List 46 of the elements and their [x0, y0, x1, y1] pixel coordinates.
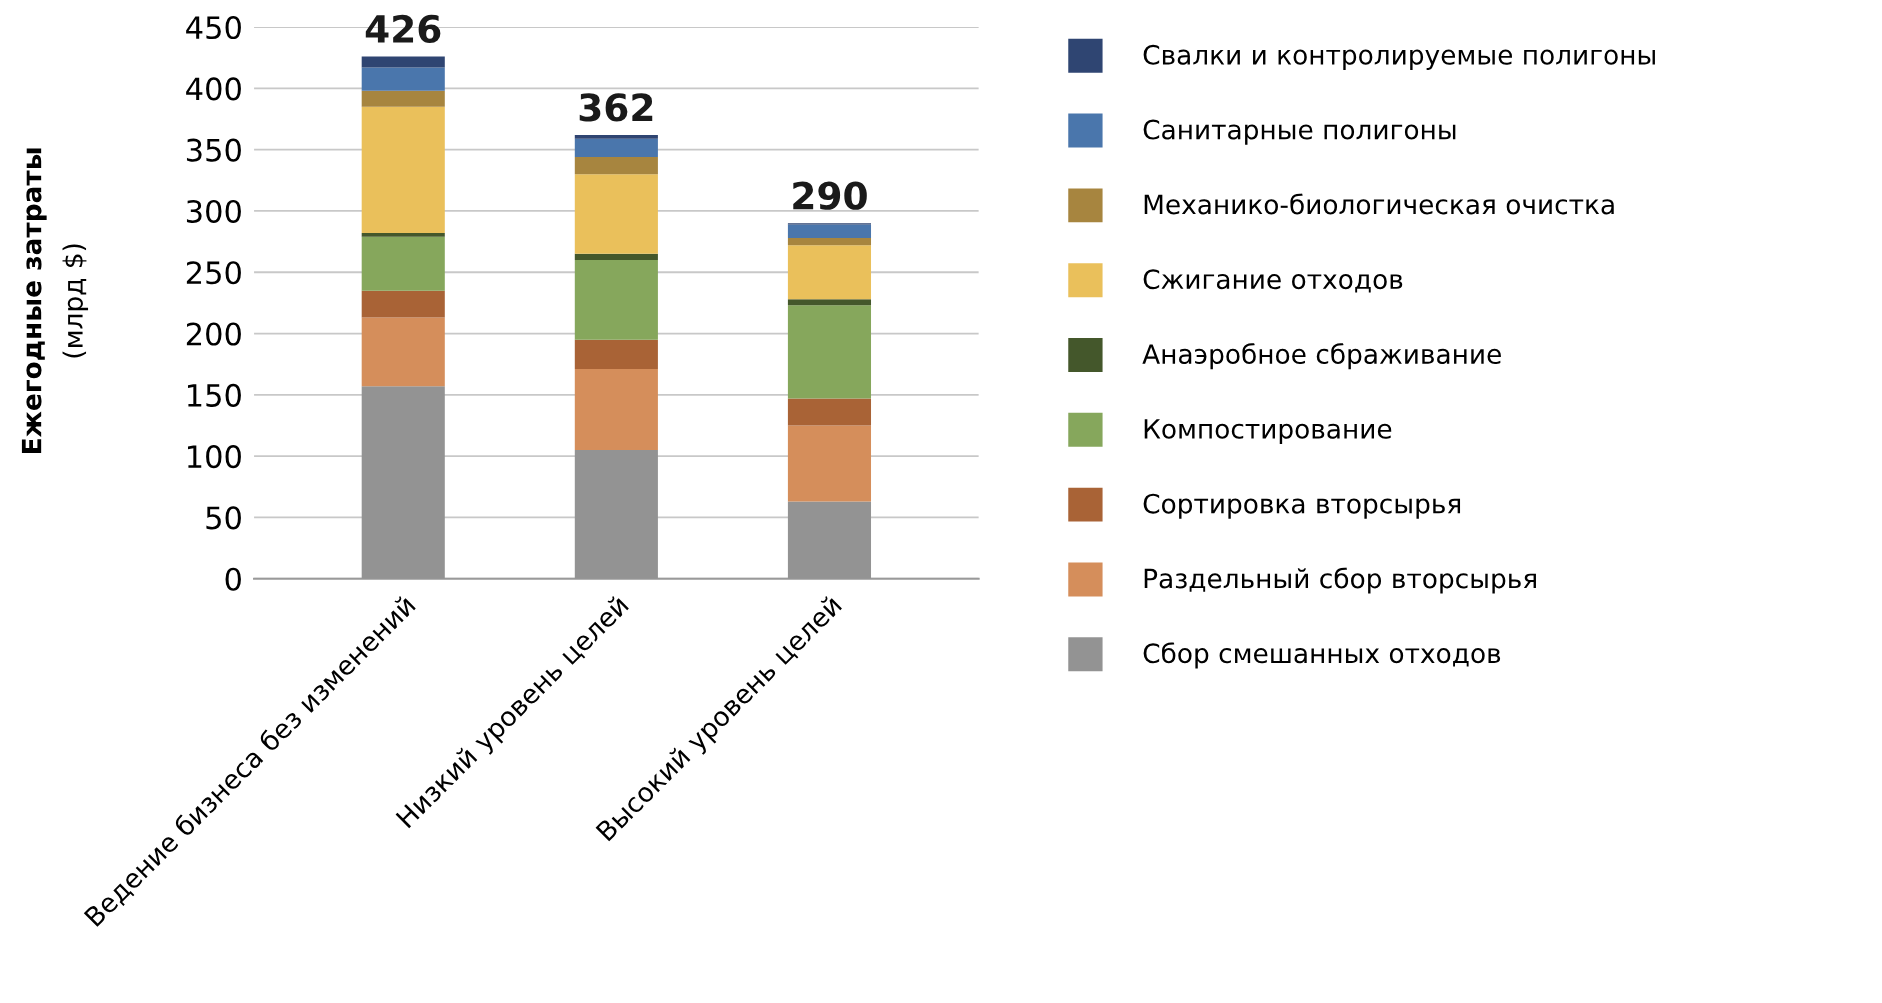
legend-label: Анаэробное сбраживание — [1142, 343, 1501, 370]
bar — [574, 157, 658, 175]
legend-label: Раздельный сбор вторсырья — [1144, 567, 1536, 594]
y-tick-label: 350 — [186, 138, 241, 162]
y-tick-label: 0 — [225, 567, 241, 591]
y-axis-title: Ежегодные затраты (млрд $) — [21, 148, 89, 453]
legend-label: Сжигание отходов — [1143, 269, 1403, 293]
legend-label: Механико-биологическая очистка — [1144, 193, 1614, 215]
y-tick-label: 200 — [186, 322, 241, 346]
bar — [787, 237, 872, 246]
y-tick-label: 400 — [186, 77, 241, 101]
bar — [361, 317, 445, 387]
bar — [574, 174, 658, 254]
y-tick-label: 150 — [187, 383, 241, 407]
y-tick-label: 100 — [187, 445, 241, 469]
y-tick-label: 450 — [186, 16, 241, 40]
y-tick-label: 50 — [206, 506, 241, 530]
bar — [787, 425, 872, 502]
bar — [787, 398, 872, 426]
y-tick-label: 300 — [186, 199, 241, 224]
total-label: 426 — [365, 14, 441, 44]
bar — [574, 253, 658, 260]
bar — [361, 290, 445, 318]
legend-label: Компостирование — [1144, 419, 1392, 444]
bar — [361, 233, 445, 237]
bar — [574, 369, 658, 451]
bar — [574, 138, 658, 158]
bar — [361, 56, 445, 68]
bar — [574, 339, 658, 370]
total-label: 290 — [793, 181, 867, 210]
bar — [361, 67, 445, 91]
bar — [574, 134, 658, 139]
bar — [361, 90, 445, 107]
y-tick-label: 250 — [186, 261, 241, 285]
bar — [787, 305, 872, 399]
bar — [787, 224, 872, 238]
legend-label: Сбор смешанных отходов — [1143, 642, 1501, 669]
bar — [787, 299, 872, 306]
total-label: 362 — [579, 93, 653, 122]
legend-label: Санитарные полигоны — [1143, 119, 1456, 145]
bar — [574, 260, 658, 340]
bar — [361, 236, 445, 291]
bar — [361, 106, 445, 234]
legend-label: Свалки и контролируемые полигоны — [1143, 44, 1655, 70]
legend-label: Сортировка вторсырья — [1143, 493, 1461, 519]
bar — [787, 245, 872, 300]
